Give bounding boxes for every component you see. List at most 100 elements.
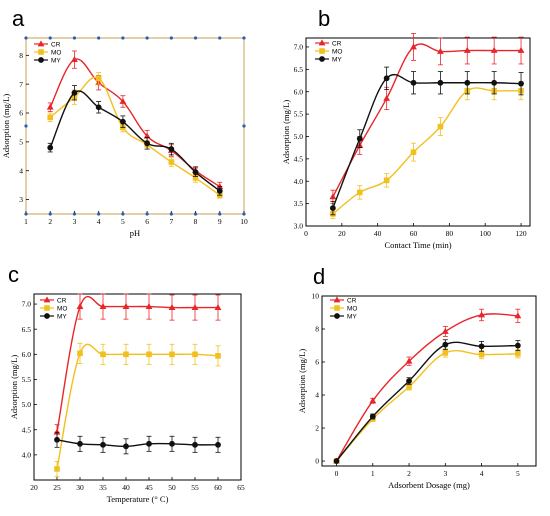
legend-label: MY	[332, 56, 342, 63]
data-point	[406, 383, 412, 390]
x-tick-label: 5	[516, 469, 520, 478]
legend-marker	[318, 39, 326, 46]
data-point	[144, 140, 151, 147]
plot-frame	[321, 295, 537, 467]
y-tick-label: 4.5	[294, 154, 304, 163]
data-point	[410, 79, 417, 86]
x-tick-label: 30	[76, 483, 84, 492]
legend-marker	[44, 313, 50, 319]
y-axis-label: Adsorption (mg/L)	[1, 94, 11, 159]
data-point	[463, 46, 471, 53]
x-tick-label: 65	[237, 483, 245, 492]
frame-dot	[48, 212, 52, 216]
frame-dot	[145, 36, 149, 40]
data-point	[329, 193, 337, 200]
data-point	[442, 350, 449, 356]
y-tick-label: 8	[315, 325, 319, 334]
y-tick-label: 3.5	[294, 199, 304, 208]
frame-dot	[218, 36, 222, 40]
data-point	[383, 75, 390, 82]
x-tick-label: 120	[515, 229, 527, 238]
x-tick-label: 2	[48, 217, 52, 226]
x-tick-label: 55	[191, 483, 199, 492]
frame-dot	[72, 212, 77, 216]
data-point	[119, 97, 127, 104]
x-tick-label: 60	[410, 229, 418, 238]
x-tick-label: 10	[240, 217, 248, 226]
y-tick-label: 0	[315, 457, 319, 466]
legend-marker	[37, 40, 45, 47]
data-point	[95, 104, 102, 111]
y-tick-label: 5	[19, 137, 23, 146]
x-tick-label: 6	[145, 217, 149, 226]
y-axis-label: Adsorption (mg/L)	[281, 100, 291, 165]
x-tick-label: 20	[338, 229, 346, 238]
data-point	[405, 357, 413, 364]
x-tick-label: 35	[99, 483, 107, 492]
series-cr	[53, 293, 222, 441]
x-tick-label: 60	[214, 483, 222, 492]
y-tick-label: 10	[312, 292, 320, 301]
legend-marker	[319, 56, 325, 62]
data-point	[143, 132, 151, 139]
data-point	[514, 342, 521, 349]
legend-label: MO	[51, 49, 61, 56]
frame-dot	[24, 36, 28, 40]
data-point	[442, 341, 449, 348]
series-my	[47, 85, 223, 196]
y-tick-label: 5.5	[294, 110, 304, 119]
legend-label: CR	[57, 297, 67, 304]
y-axis-label: Adsorption (mg/L)	[9, 355, 19, 420]
data-point	[95, 75, 102, 82]
series-mo	[54, 342, 221, 477]
data-point	[491, 79, 498, 86]
legend-label: CR	[347, 297, 357, 304]
x-tick-label: 8	[194, 217, 198, 226]
legend-marker	[333, 296, 341, 303]
y-tick-label: 6	[315, 358, 319, 367]
data-point	[123, 351, 129, 358]
data-point	[168, 303, 176, 310]
legend-marker	[43, 296, 51, 303]
y-tick-label: 7	[19, 80, 23, 89]
data-point	[192, 351, 198, 358]
x-tick-label: 7	[169, 217, 173, 226]
x-axis-label: Temperature (° C)	[107, 494, 169, 504]
legend-label: MO	[57, 305, 67, 312]
data-point	[329, 205, 336, 211]
y-tick-label: 7.0	[294, 43, 304, 52]
series-line	[332, 43, 522, 198]
series-line	[49, 58, 221, 188]
y-tick-label: 6.5	[294, 65, 304, 74]
y-tick-label: 5.0	[294, 132, 304, 141]
frame-dot	[242, 212, 246, 216]
frame-dot	[24, 212, 28, 216]
legend-marker	[334, 305, 340, 311]
data-point	[122, 302, 130, 309]
series-line	[335, 350, 518, 462]
data-point	[53, 428, 61, 435]
y-tick-label: 6.5	[22, 325, 32, 334]
data-point	[54, 436, 60, 443]
data-point	[478, 351, 485, 358]
series-my	[329, 66, 524, 216]
panel-letter: c	[8, 262, 19, 287]
panel-c: c 20 25 30 35 40 45 50 55 60 65 4.0 4.5 5.0 5.5 6.0 6.5 7…	[8, 262, 245, 504]
data-point	[169, 440, 175, 447]
x-tick-label: 80	[446, 229, 454, 238]
data-point	[437, 79, 444, 86]
data-point	[356, 135, 363, 142]
data-point	[437, 123, 444, 130]
panel-d: d 0 1 2 3 4 5 0 2 4 6 8 10 Adsorbent Dosage (mg) Adsor…	[297, 264, 537, 490]
data-point	[410, 149, 417, 155]
y-tick-label: 4.0	[294, 177, 304, 186]
series-my	[54, 431, 221, 455]
data-point	[146, 440, 152, 447]
data-point	[123, 443, 129, 450]
x-tick-label: 0	[304, 229, 308, 238]
data-point	[47, 114, 54, 121]
data-point	[478, 311, 485, 318]
frame-dot	[97, 36, 101, 40]
frame-dot	[169, 36, 173, 40]
